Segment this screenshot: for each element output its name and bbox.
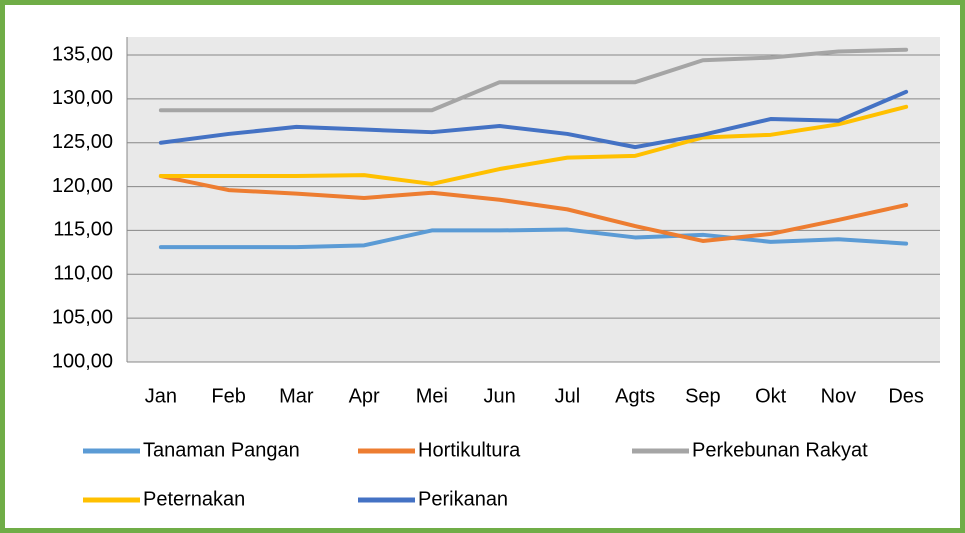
series-line (158, 227, 909, 250)
legend-label: Peternakan (143, 488, 245, 510)
series-line (158, 104, 909, 186)
x-tick-label: Mar (279, 385, 314, 407)
y-tick-label: 120,00 (52, 175, 113, 197)
y-tick-label: 110,00 (53, 263, 113, 285)
y-tick-label: 100,00 (52, 350, 113, 372)
x-tick-label: Sep (685, 385, 721, 407)
series-line (158, 47, 909, 113)
y-tick-label: 135,00 (52, 43, 113, 65)
x-tick-label: Apr (349, 385, 380, 407)
x-tick-label: Jun (484, 385, 516, 407)
x-tick-label: Jul (555, 385, 581, 407)
x-tick-label: Feb (211, 385, 245, 407)
x-tick-label: Nov (821, 385, 857, 407)
legend-label: Perkebunan Rakyat (692, 439, 868, 461)
y-tick-label: 105,00 (52, 306, 113, 328)
y-tick-label: 125,00 (52, 131, 113, 153)
x-tick-label: Okt (755, 385, 787, 407)
series-line (158, 174, 909, 243)
legend-label: Perikanan (418, 488, 508, 510)
x-tick-label: Agts (615, 385, 655, 407)
series-line (158, 89, 909, 150)
x-tick-label: Des (888, 385, 924, 407)
x-tick-label: Mei (416, 385, 448, 407)
legend-label: Tanaman Pangan (143, 439, 300, 461)
y-tick-label: 130,00 (52, 87, 113, 109)
y-tick-label: 115,00 (53, 219, 113, 241)
x-tick-label: Jan (145, 385, 177, 407)
legend-label: Hortikultura (418, 439, 521, 461)
plot-area (127, 37, 940, 362)
